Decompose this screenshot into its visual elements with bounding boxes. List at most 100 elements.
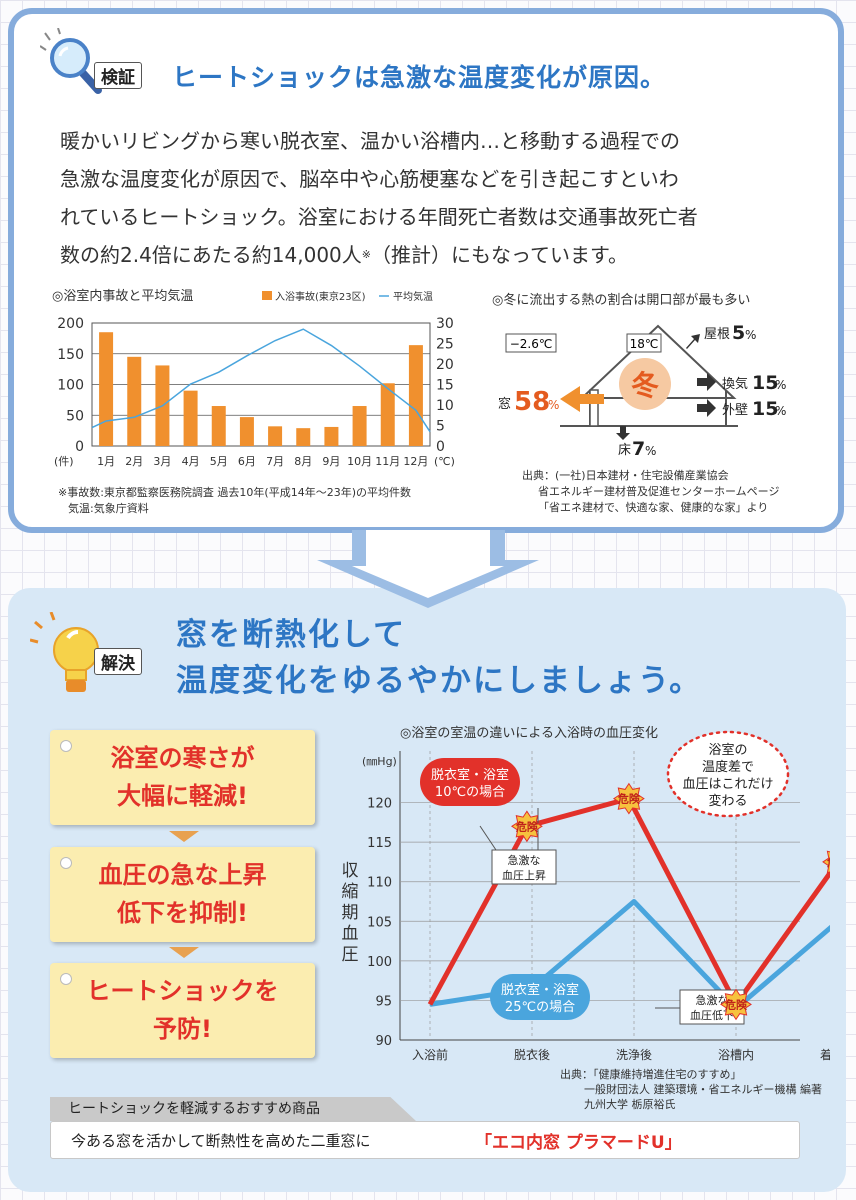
chart1-xtick: 3月 <box>153 455 171 468</box>
lightbulb-icon <box>30 612 99 692</box>
danger-burst <box>822 850 830 874</box>
chart1-bar <box>268 426 283 446</box>
chart2-title: ◎浴室の室温の違いによる入浴時の血圧変化 <box>400 725 658 741</box>
chart1-xtick: 12月 <box>403 455 428 468</box>
chart1-notes: ※事故数:東京都監察医務院調査 過去10年(平成14年～23年)の平均件数 気温… <box>58 484 478 516</box>
svg-text:7: 7 <box>632 438 645 460</box>
chart2-ylabel-char: 収 <box>342 861 359 881</box>
svg-text:血圧低下: 血圧低下 <box>690 1008 734 1022</box>
step-box-2: 血圧の急な上昇 低下を抑制! <box>50 847 315 942</box>
svg-text:急激な: 急激な <box>696 993 729 1007</box>
chart1-y2tick: 15 <box>436 378 454 394</box>
loss-window-label: 窓 <box>498 396 511 412</box>
heater-circle <box>619 358 671 410</box>
chart2-ytick: 120 <box>367 797 392 812</box>
window-arrow <box>560 386 604 412</box>
chart2-ytick: 90 <box>375 1034 392 1049</box>
chart1-bar <box>408 345 423 446</box>
chart1-xtick: 10月 <box>347 455 372 468</box>
chart2-ylabel-char: 期 <box>342 903 359 923</box>
inside-temp: 18℃ <box>630 337 659 351</box>
para-line-2: 急激な温度変化が原因で、脳卒中や心筋梗塞などを引き起こすといわ <box>60 167 679 191</box>
svg-text:%: % <box>645 444 656 458</box>
danger-label: 危険 <box>515 819 539 833</box>
chart1-xtick: 2月 <box>125 455 143 468</box>
down-arrow-connector <box>317 530 539 608</box>
solution-title-line-2: 温度変化をゆるやかにしましょう。 <box>176 663 703 699</box>
svg-text:血圧はこれだけ: 血圧はこれだけ <box>682 777 773 792</box>
chart2-ytick: 100 <box>367 955 392 970</box>
accident-temperature-chart: ◎浴室内事故と平均気温 入浴事故(東京23区) 平均気温 0 50 100 150 200 0 5… <box>52 288 455 468</box>
info-bubble: 浴室の 温度差で 血圧はこれだけ 変わる <box>666 730 790 818</box>
recommend-product: 「エコ内窓 プラマードU」 <box>475 1133 682 1153</box>
chart2-xtick: 脱衣後 <box>514 1047 550 1062</box>
danger-label: 危険 <box>724 997 748 1011</box>
chart2-ytick: 95 <box>375 994 392 1009</box>
chart1-xtick: 1月 <box>97 455 115 468</box>
chart1-bar <box>324 426 339 446</box>
magnifier-icon <box>40 28 102 94</box>
chart2-xtick: 浴槽内 <box>718 1048 754 1062</box>
svg-text:急激な: 急激な <box>508 853 541 867</box>
chart1-note-1: ※事故数:東京都監察医務院調査 過去10年(平成14年～23年)の平均件数 <box>58 486 411 499</box>
step-arrow-2 <box>169 947 199 958</box>
chart1-y2tick: 20 <box>436 357 454 373</box>
svg-text:変わる: 変わる <box>708 793 747 809</box>
solution-title: 窓を断熱化して 温度変化をゆるやかにしましょう。 <box>176 612 702 704</box>
chart1-temp-line <box>91 328 431 433</box>
svg-text:脱衣室・浴室: 脱衣室・浴室 <box>501 982 579 998</box>
verify-title: ヒートショックは急激な温度変化が原因。 <box>172 63 667 92</box>
chart1-ytick: 100 <box>57 378 84 394</box>
blue-case-label: 脱衣室・浴室 25℃の場合 <box>490 974 590 1020</box>
chart1-note-2: 気温:気象庁資料 <box>68 502 149 515</box>
recommend-box: 今ある窓を活かして断熱性を高めた二重窓に 「エコ内窓 プラマードU」 <box>50 1121 800 1159</box>
chart2-ytick: 115 <box>367 836 392 851</box>
svg-text:25℃の場合: 25℃の場合 <box>505 1000 575 1015</box>
chart1-ytick: 50 <box>66 408 84 424</box>
wall-arrow <box>697 399 716 417</box>
chart2-ylabel-char: 圧 <box>342 945 359 965</box>
chart1-xtick: 4月 <box>182 455 200 468</box>
season-label: 冬 <box>631 369 659 402</box>
chart2-source: 出典：「健康維持増進住宅のすすめ」 一般財団法人 建築環境・省エネルギー機構 編… <box>560 1068 822 1111</box>
outside-temp: −2.6℃ <box>510 337 553 351</box>
svg-text:15: 15 <box>752 398 778 420</box>
floor-arrow <box>616 426 630 440</box>
heat-loss-source: 出典：(一社)日本建材・住宅設備産業協会 省エネルギー建材普及促進センターホーム… <box>522 469 780 514</box>
chart1-bar <box>380 383 395 446</box>
para-line-4: 数の約2.4倍にあたる約14,000人※（推計）にもなっています。 <box>60 243 629 267</box>
svg-text:%: % <box>775 378 786 392</box>
step-arrow-1 <box>169 831 199 842</box>
heat-loss-title: ◎冬に流出する熱の割合は開口部が最も多い <box>492 293 751 308</box>
chart2-xtick: 着衣後 <box>820 1047 830 1062</box>
svg-text:屋根: 屋根 <box>704 327 730 342</box>
window-frame <box>589 389 599 427</box>
red-case-label: 脱衣室・浴室 10℃の場合 <box>420 758 520 806</box>
para-line-1: 暖かいリビングから寒い脱衣室、温かい浴槽内…と移動する過程での <box>60 129 680 153</box>
danger-burst <box>612 782 645 815</box>
para-line-3: れているヒートショック。浴室における年間死亡者数は交通事故死亡者 <box>60 205 698 229</box>
chart1-y2tick: 30 <box>436 316 454 332</box>
svg-text:10℃の場合: 10℃の場合 <box>435 785 505 800</box>
chart1-y2tick: 10 <box>436 398 454 414</box>
chart1-title: ◎浴室内事故と平均気温 <box>52 288 193 304</box>
loss-window-value: 58 <box>514 387 550 417</box>
legend-bar-label: 入浴事故(東京23区) <box>275 290 366 303</box>
chart1-y2tick: 25 <box>436 337 454 353</box>
solution-title-line-1: 窓を断熱化して <box>176 617 407 653</box>
svg-text:外壁: 外壁 <box>722 403 748 418</box>
ventilation-arrow <box>697 373 716 391</box>
chart2-ytick: 105 <box>367 915 392 930</box>
chart1-xtick: 5月 <box>210 455 228 468</box>
solution-tag: 解決 <box>94 648 142 675</box>
chart1-xtick: 8月 <box>294 455 312 468</box>
step-box-3: ヒートショックを 予防! <box>50 963 315 1058</box>
chart1-ylabel: (件) <box>54 455 74 468</box>
chart1-xtick: 6月 <box>238 455 256 468</box>
chart2-red-line <box>427 796 830 1007</box>
chart1-bar <box>296 428 311 446</box>
svg-text:%: % <box>745 328 756 342</box>
verify-paragraph: 暖かいリビングから寒い脱衣室、温かい浴槽内…と移動する過程での 急激な温度変化が… <box>60 122 805 274</box>
recommend-header: ヒートショックを軽減するおすすめ商品 <box>50 1097 416 1121</box>
